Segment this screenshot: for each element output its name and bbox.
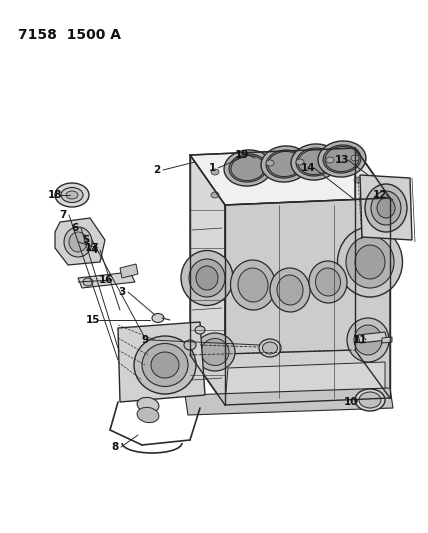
Ellipse shape xyxy=(151,352,179,378)
Text: 12: 12 xyxy=(373,190,387,200)
Ellipse shape xyxy=(211,169,219,175)
Ellipse shape xyxy=(195,326,205,334)
Ellipse shape xyxy=(55,183,89,207)
Ellipse shape xyxy=(315,268,341,296)
Ellipse shape xyxy=(326,157,334,163)
Ellipse shape xyxy=(229,154,267,182)
Ellipse shape xyxy=(323,145,361,173)
Text: 17: 17 xyxy=(85,243,99,253)
Ellipse shape xyxy=(346,236,394,288)
Ellipse shape xyxy=(196,266,218,290)
Polygon shape xyxy=(355,148,390,398)
Polygon shape xyxy=(190,155,225,405)
Ellipse shape xyxy=(266,160,274,166)
Ellipse shape xyxy=(347,318,389,362)
Ellipse shape xyxy=(195,333,235,371)
Ellipse shape xyxy=(371,191,401,225)
Ellipse shape xyxy=(261,146,309,182)
Ellipse shape xyxy=(309,261,347,303)
Ellipse shape xyxy=(266,150,304,178)
Text: 19: 19 xyxy=(235,150,249,160)
Polygon shape xyxy=(118,322,205,402)
Polygon shape xyxy=(55,218,105,265)
Ellipse shape xyxy=(365,184,407,232)
Polygon shape xyxy=(225,198,390,405)
Ellipse shape xyxy=(64,227,92,257)
Ellipse shape xyxy=(354,325,382,355)
Polygon shape xyxy=(185,388,393,415)
Text: 6: 6 xyxy=(71,223,79,233)
Ellipse shape xyxy=(354,177,362,183)
Ellipse shape xyxy=(268,151,302,176)
Ellipse shape xyxy=(134,336,196,394)
Text: 1: 1 xyxy=(208,163,216,173)
Text: 7: 7 xyxy=(59,210,67,220)
Ellipse shape xyxy=(262,342,277,354)
Ellipse shape xyxy=(211,192,219,198)
Ellipse shape xyxy=(351,155,359,161)
Ellipse shape xyxy=(137,398,159,413)
Ellipse shape xyxy=(298,149,332,174)
Polygon shape xyxy=(190,350,390,405)
Ellipse shape xyxy=(83,278,93,286)
Polygon shape xyxy=(360,175,412,240)
Ellipse shape xyxy=(277,275,303,305)
Ellipse shape xyxy=(142,343,188,386)
Polygon shape xyxy=(190,148,390,205)
Ellipse shape xyxy=(355,245,385,279)
Ellipse shape xyxy=(137,407,159,423)
Polygon shape xyxy=(358,332,387,343)
Polygon shape xyxy=(382,337,392,343)
Text: 7158  1500 A: 7158 1500 A xyxy=(18,28,121,42)
Ellipse shape xyxy=(318,141,366,177)
Ellipse shape xyxy=(231,156,265,181)
Text: 3: 3 xyxy=(119,287,126,297)
Text: 10: 10 xyxy=(344,397,358,407)
Ellipse shape xyxy=(377,198,395,218)
Ellipse shape xyxy=(270,268,310,312)
Ellipse shape xyxy=(259,339,281,357)
Text: 14: 14 xyxy=(301,163,315,173)
Ellipse shape xyxy=(296,148,334,176)
Ellipse shape xyxy=(69,232,87,252)
Ellipse shape xyxy=(359,392,381,408)
Ellipse shape xyxy=(189,259,225,297)
Text: 8: 8 xyxy=(111,442,119,452)
Ellipse shape xyxy=(181,251,233,305)
Text: 18: 18 xyxy=(48,190,62,200)
Ellipse shape xyxy=(184,340,196,350)
Text: 15: 15 xyxy=(86,315,100,325)
Polygon shape xyxy=(120,264,138,278)
Ellipse shape xyxy=(296,159,304,165)
Text: 9: 9 xyxy=(141,335,149,345)
Ellipse shape xyxy=(338,227,402,297)
Ellipse shape xyxy=(66,191,78,199)
Ellipse shape xyxy=(201,338,229,366)
Text: 5: 5 xyxy=(82,235,89,245)
Text: 16: 16 xyxy=(99,275,113,285)
Polygon shape xyxy=(225,362,385,404)
Ellipse shape xyxy=(238,268,268,302)
Ellipse shape xyxy=(231,260,276,310)
Text: 2: 2 xyxy=(153,165,160,175)
Ellipse shape xyxy=(291,144,339,180)
Text: 11: 11 xyxy=(353,335,367,345)
Ellipse shape xyxy=(325,147,359,172)
Polygon shape xyxy=(78,272,135,288)
Ellipse shape xyxy=(61,188,83,203)
Text: 4: 4 xyxy=(90,245,98,255)
Ellipse shape xyxy=(355,389,385,411)
Text: 13: 13 xyxy=(335,155,349,165)
Ellipse shape xyxy=(152,313,164,322)
Ellipse shape xyxy=(224,150,272,186)
